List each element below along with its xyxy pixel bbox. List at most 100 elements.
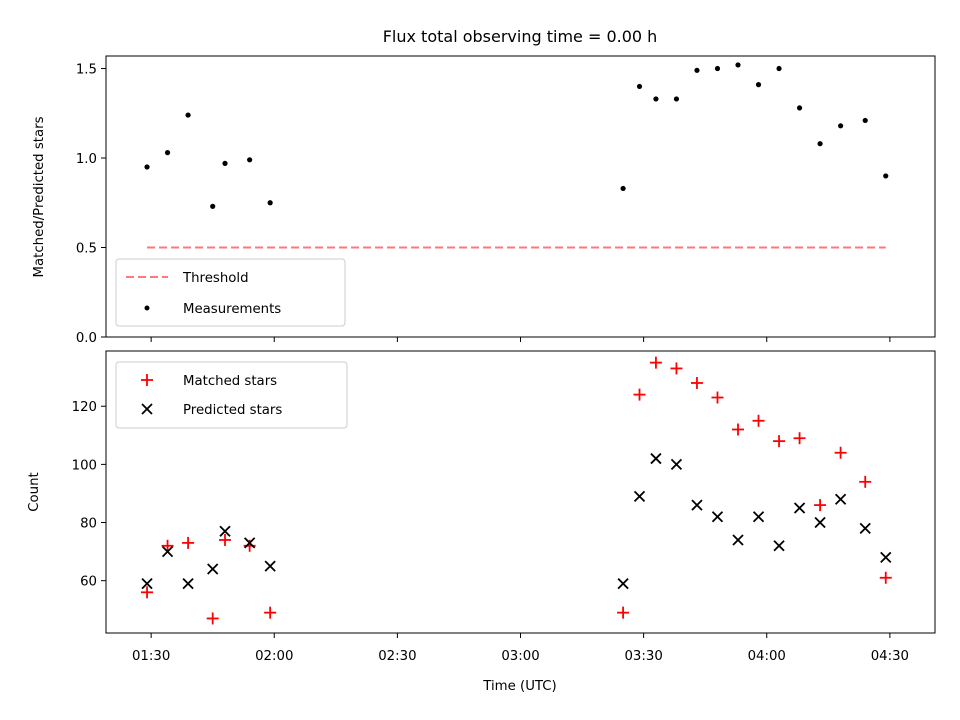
matched-star-point <box>141 586 154 599</box>
x-tick-label: 04:30 <box>871 649 909 664</box>
measurement-point <box>185 112 191 118</box>
predicted-star-point <box>264 560 276 572</box>
threshold-legend-label: Threshold <box>182 271 249 286</box>
predicted-star-point <box>633 490 646 502</box>
x-tick-label: 02:30 <box>378 649 416 664</box>
predicted-star-point <box>814 516 826 529</box>
measurement-point <box>673 96 680 102</box>
matched-star-point <box>206 612 219 625</box>
matched-star-point <box>752 414 765 427</box>
bottom-plot-frame <box>105 350 936 634</box>
x-tick-label: 02:00 <box>255 649 293 664</box>
predicted-star-point <box>141 577 153 590</box>
bottom-y-tick-label: 60 <box>80 575 97 590</box>
measurement-point <box>735 62 741 68</box>
matched-star-point <box>219 533 232 546</box>
top-plot-frame <box>105 55 936 338</box>
measurement-point <box>694 67 700 73</box>
matched-star-point <box>161 539 174 552</box>
matched-star-point <box>633 388 646 401</box>
bottom-y-ticks: 60 80 100 120 <box>72 400 106 590</box>
measurement-point <box>755 82 762 88</box>
predicted-star-point <box>711 511 724 523</box>
matched-star-point <box>773 435 786 448</box>
x-tick-label: 03:00 <box>501 649 539 664</box>
top-y-tick-label: 1.5 <box>76 63 97 78</box>
predicted-star-point <box>617 577 629 590</box>
matched-star-point <box>711 391 724 404</box>
predicted-star-point <box>691 499 703 511</box>
x-tick-label: 01:30 <box>132 649 170 664</box>
measurements-legend-label: Measurements <box>183 302 281 317</box>
measurement-point <box>862 117 868 124</box>
matched-star-point <box>732 423 745 436</box>
x-tick-label: 04:00 <box>748 649 786 664</box>
measurement-point <box>838 123 844 129</box>
predicted-star-point <box>670 458 683 471</box>
bottom-y-tick-label: 80 <box>80 517 97 532</box>
top-x-ticks <box>150 337 891 342</box>
measurement-point <box>164 150 171 156</box>
predicted-star-point <box>793 502 806 514</box>
matched-star-point <box>670 362 683 375</box>
x-axis-label: Time (UTC) <box>482 679 557 694</box>
chart-title: Flux total observing time = 0.00 h <box>383 27 658 46</box>
predicted-legend-marker <box>141 403 153 415</box>
x-tick-label: 03:30 <box>624 649 662 664</box>
measurement-point <box>247 157 253 163</box>
predicted-star-point <box>207 563 219 575</box>
matched-star-point <box>649 356 662 369</box>
measurement-point <box>620 185 626 192</box>
matched-legend-marker <box>141 374 153 386</box>
predicted-star-point <box>752 511 765 523</box>
predicted-star-point <box>182 577 194 590</box>
top-legend: Threshold Measurements <box>115 258 346 327</box>
top-y-tick-label: 0.0 <box>76 331 97 346</box>
matched-star-point <box>182 536 195 549</box>
measurement-point <box>817 141 823 147</box>
bottom-x-ticks: 01:30 02:00 02:30 03:00 03:30 04:00 04:30 <box>132 633 909 664</box>
matched-star-point <box>793 432 806 445</box>
predicted-star-point <box>732 534 744 546</box>
top-legend-box <box>115 258 346 327</box>
measurement-point <box>653 96 659 102</box>
top-y-axis-label: Matched/Predicted stars <box>32 116 47 277</box>
measurement-point <box>144 164 150 170</box>
matched-star-point <box>834 446 847 459</box>
predicted-star-point <box>773 540 785 552</box>
measurements-legend-marker <box>144 305 150 311</box>
predicted-star-point <box>650 452 662 465</box>
matched-star-point <box>859 475 872 488</box>
predicted-star-point <box>880 551 892 564</box>
measurement-point <box>267 200 273 206</box>
bottom-plot-marks <box>141 356 892 625</box>
bottom-y-tick-label: 120 <box>72 400 97 415</box>
matched-legend-label: Matched stars <box>183 374 277 389</box>
measurement-point <box>796 105 803 111</box>
matched-star-point <box>690 376 703 389</box>
matched-star-point <box>617 606 630 619</box>
measurement-point <box>636 83 643 90</box>
predicted-star-point <box>859 522 871 534</box>
top-panel: 0.0 0.5 1.0 1.5 Matched/Predicted stars Thr… <box>32 55 936 346</box>
predicted-star-point <box>244 537 256 549</box>
bottom-legend: Matched stars Predicted stars <box>115 361 348 429</box>
measurement-point <box>776 65 782 72</box>
measurement-point <box>222 160 228 166</box>
top-y-tick-label: 0.5 <box>76 242 97 257</box>
bottom-legend-box <box>115 361 348 429</box>
top-plot-marks <box>144 62 889 249</box>
measurement-point <box>714 65 721 72</box>
predicted-star-point <box>219 525 231 537</box>
predicted-star-point <box>834 493 847 505</box>
bottom-y-tick-label: 100 <box>72 458 97 473</box>
measurement-point <box>883 173 889 179</box>
top-y-tick-label: 1.0 <box>76 152 97 167</box>
matched-star-point <box>879 571 892 584</box>
predicted-legend-label: Predicted stars <box>183 403 282 418</box>
measurement-point <box>210 203 216 209</box>
top-y-ticks: 0.0 0.5 1.0 1.5 <box>76 63 106 346</box>
matched-star-point <box>264 606 277 619</box>
predicted-star-point <box>161 545 174 558</box>
